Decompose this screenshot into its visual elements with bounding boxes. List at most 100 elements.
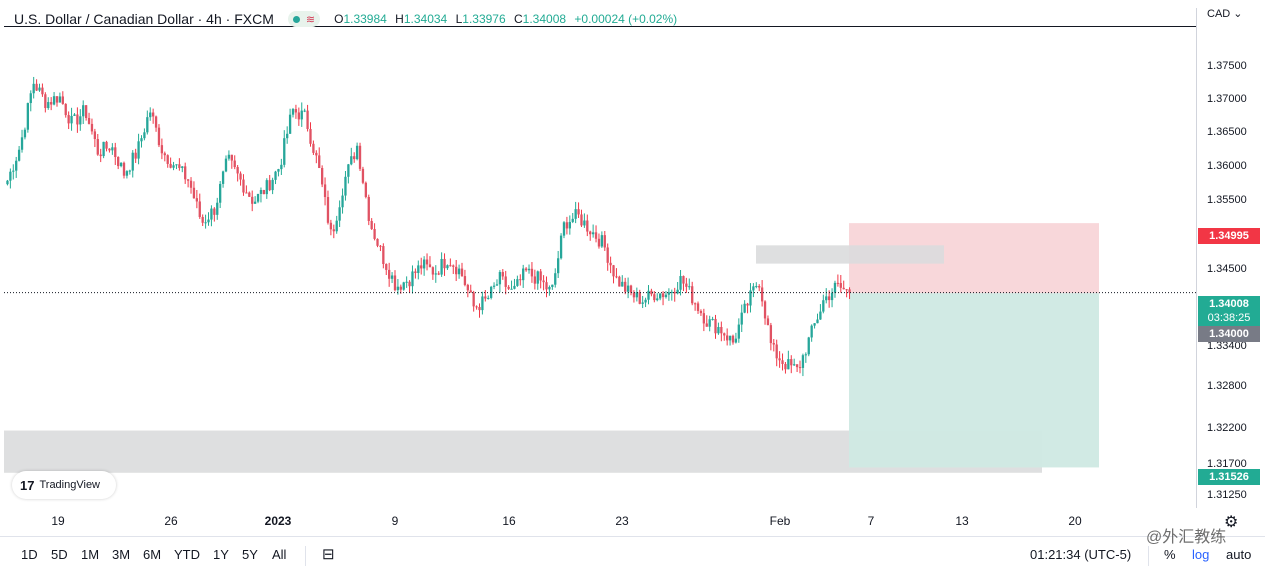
- candle-body: [653, 294, 656, 301]
- candle-body: [26, 103, 30, 130]
- candle-body: [300, 110, 303, 120]
- candle-body: [798, 367, 802, 369]
- candle-body: [524, 268, 528, 271]
- candle-body: [618, 276, 621, 287]
- candle-body: [131, 152, 134, 171]
- percent-toggle[interactable]: %: [1164, 547, 1176, 562]
- candle-body: [55, 96, 59, 103]
- candle-body: [20, 137, 24, 150]
- candle-body: [562, 222, 566, 236]
- candle-body: [580, 214, 583, 226]
- timeframe-3m-button[interactable]: 3M: [112, 547, 131, 562]
- time-tick: 19: [51, 514, 65, 528]
- candle-body: [536, 271, 539, 284]
- candle-body: [15, 160, 18, 171]
- candle-body: [192, 187, 196, 199]
- auto-toggle[interactable]: auto: [1226, 547, 1252, 562]
- candle-body: [221, 171, 225, 184]
- candle-body: [463, 276, 467, 285]
- candle-body: [472, 292, 475, 307]
- candle-body: [408, 281, 411, 287]
- candle-body: [73, 114, 76, 116]
- candle-body: [434, 273, 437, 275]
- price-chart[interactable]: [4, 8, 1196, 508]
- price-tick: 1.32200: [1207, 422, 1247, 434]
- candle-body: [347, 164, 350, 177]
- candle-body: [189, 180, 193, 188]
- candle-body: [315, 152, 318, 156]
- candle-body: [411, 271, 414, 287]
- log-toggle[interactable]: log: [1192, 547, 1210, 562]
- candle-body: [670, 291, 673, 293]
- candle-body: [154, 116, 158, 128]
- timeframe-5d-button[interactable]: 5D: [51, 547, 68, 562]
- timeframe-1d-button[interactable]: 1D: [21, 547, 38, 562]
- candle-body: [615, 276, 618, 278]
- candle-body: [367, 196, 370, 221]
- candle-body: [253, 201, 257, 204]
- candle-body: [769, 325, 773, 344]
- chart-pane[interactable]: [4, 8, 1196, 508]
- candle-body: [492, 285, 496, 287]
- timeframe-5y-button[interactable]: 5Y: [242, 547, 258, 562]
- time-axis[interactable]: 19 26 2023 9 16 23 Feb 7 13 20 ⚙: [0, 508, 1265, 534]
- candle-body: [242, 179, 245, 193]
- candle-body: [122, 162, 126, 176]
- currency-selector[interactable]: CAD ⌄: [1207, 7, 1243, 20]
- timeframe-6m-button[interactable]: 6M: [143, 547, 162, 562]
- candle-body: [239, 173, 242, 180]
- candle-body: [591, 232, 595, 235]
- candle-body: [219, 183, 222, 203]
- tradingview-logo[interactable]: 17 TradingView: [12, 471, 116, 499]
- candle-body: [431, 267, 435, 275]
- gear-icon[interactable]: ⚙: [1224, 514, 1239, 531]
- change-value: +0.00024 (+0.02%): [574, 12, 678, 26]
- candle-body: [251, 196, 254, 204]
- time-tick: 16: [502, 514, 516, 528]
- candle-body: [102, 141, 105, 157]
- candle-body: [169, 163, 172, 168]
- candle-body: [822, 300, 825, 312]
- candle-body: [574, 209, 577, 219]
- candle-body: [478, 307, 481, 311]
- candle-body: [32, 83, 35, 94]
- candle-body: [323, 184, 327, 198]
- candle-body: [635, 292, 638, 298]
- candle-body: [559, 235, 563, 259]
- price-tick: 1.37500: [1207, 60, 1247, 72]
- candle-body: [35, 83, 38, 91]
- candle-body: [760, 287, 764, 302]
- timeframe-1m-button[interactable]: 1M: [81, 547, 100, 562]
- low-value: 1.33976: [462, 12, 506, 26]
- candle-body: [510, 288, 513, 290]
- candle-body: [833, 282, 837, 293]
- candle-body: [265, 180, 268, 195]
- timeframe-all-button[interactable]: All: [272, 547, 287, 562]
- clock-timezone[interactable]: 01:21:34 (UTC-5): [1030, 547, 1132, 562]
- candle-body: [338, 207, 341, 221]
- candle-body: [577, 209, 580, 215]
- candle-body: [548, 286, 551, 290]
- timeframe-ytd-button[interactable]: YTD: [174, 547, 200, 562]
- price-axis[interactable]: 1.37500 1.37000 1.36500 1.36000 1.35500 …: [1196, 8, 1265, 508]
- candle-body: [443, 258, 446, 269]
- symbol-title[interactable]: U.S. Dollar / Canadian Dollar · 4h · FXC…: [14, 11, 274, 27]
- candle-body: [600, 235, 604, 247]
- candle-body: [475, 306, 478, 308]
- candle-body: [425, 259, 429, 265]
- candle-body: [685, 283, 688, 287]
- market-status-pill[interactable]: ≋: [287, 11, 321, 27]
- bottom-toolbar: 1D 5D 1M 3M 6M YTD 1Y 5Y All ⊟ 01:21:34 …: [0, 536, 1265, 576]
- candle-body: [449, 265, 452, 267]
- candle-body: [280, 164, 283, 170]
- candle-body: [583, 220, 586, 226]
- date-range-icon[interactable]: ⊟: [322, 546, 335, 563]
- candle-body: [790, 359, 793, 366]
- candle-body: [522, 268, 525, 281]
- candle-body: [489, 286, 493, 298]
- candle-body: [609, 262, 612, 266]
- candle-body: [545, 282, 548, 290]
- candle-body: [64, 103, 67, 116]
- timeframe-1y-button[interactable]: 1Y: [213, 547, 229, 562]
- candle-body: [673, 291, 676, 294]
